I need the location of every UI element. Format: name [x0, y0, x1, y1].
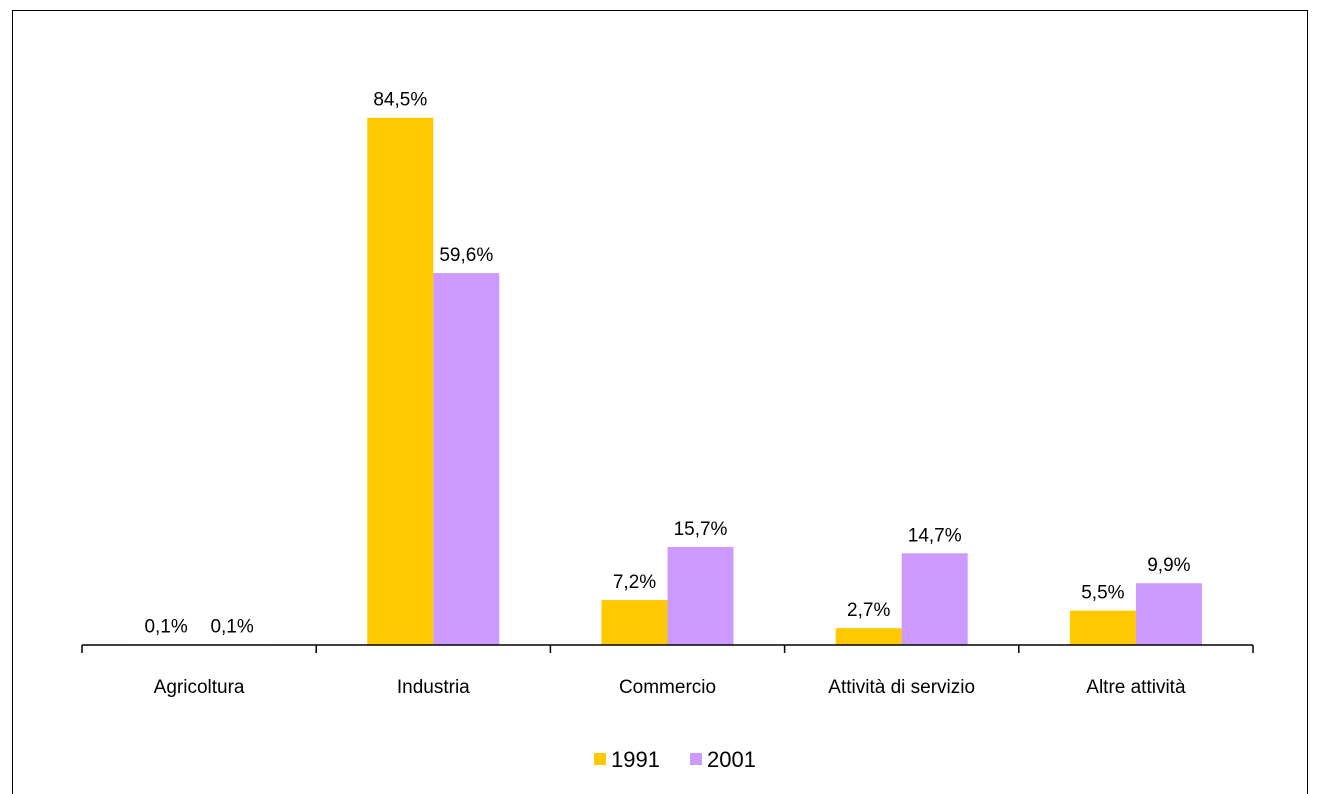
data-label-1991-commercio: 7,2%: [613, 572, 656, 593]
legend-swatch-1991: [594, 753, 606, 765]
data-label-2001-agricoltura: 0,1%: [210, 616, 253, 637]
x-axis-tick-labels: Agricoltura Industria Commercio Attività di…: [154, 677, 1186, 698]
x-tick-label-industria: Industria: [397, 677, 470, 698]
legend-label-1991: 1991: [611, 747, 660, 772]
data-label-1991-agricoltura: 0,1%: [144, 616, 187, 637]
bar-2001-commercio: [667, 547, 734, 645]
data-label-2001-industria: 59,6%: [439, 245, 493, 266]
bar-2001-altre-attivita: [1135, 583, 1202, 645]
bar-1991-commercio: [601, 600, 668, 645]
data-label-1991-industria: 84,5%: [373, 90, 427, 111]
x-tick-label-agricoltura: Agricoltura: [154, 677, 245, 698]
legend-label-2001: 2001: [707, 747, 756, 772]
bar-2001-industria: [433, 273, 500, 645]
x-tick-label-altre-attivita: Altre attività: [1086, 677, 1186, 698]
bar-1991-industria: [367, 117, 434, 646]
x-tick-label-attivita-di-servizio: Attività di servizio: [828, 677, 975, 698]
bar-1991-altre-attivita: [1069, 610, 1136, 645]
chart-frame: [12, 10, 1308, 794]
data-label-2001-attivita-di-servizio: 14,7%: [908, 525, 962, 546]
x-tick-label-commercio: Commercio: [619, 677, 716, 698]
bar-1991-attivita-di-servizio: [835, 628, 902, 645]
x-axis-ticks: [81, 645, 1254, 653]
data-label-2001-altre-attivita: 9,9%: [1147, 555, 1190, 576]
bar-2001-attivita-di-servizio: [901, 553, 968, 645]
legend-swatch-2001: [690, 753, 702, 765]
data-labels-layer: 0,1% 0,1% 84,5% 59,6% 7,2% 15,7% 2,7% 14,7% 5,5%…: [144, 90, 1190, 638]
data-label-1991-attivita-di-servizio: 2,7%: [847, 600, 890, 621]
legend: 1991 2001: [594, 747, 756, 772]
bars-layer: [133, 117, 1202, 646]
data-label-2001-commercio: 15,7%: [674, 519, 728, 540]
data-label-1991-altre-attivita: 5,5%: [1081, 583, 1124, 604]
